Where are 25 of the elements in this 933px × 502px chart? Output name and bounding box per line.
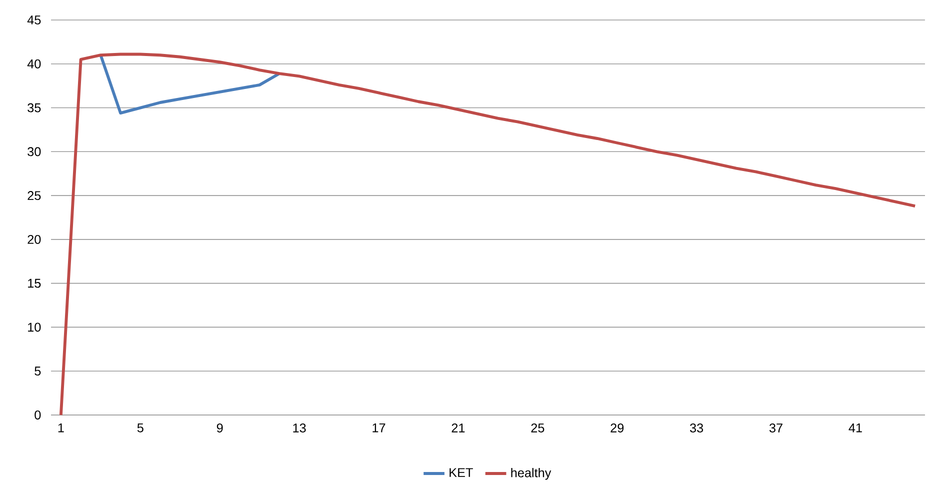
x-tick-label: 29 — [610, 423, 624, 432]
x-tick-label: 9 — [216, 423, 223, 432]
y-tick-label: 35 — [28, 103, 41, 112]
y-tick-label: 5 — [34, 366, 41, 376]
line-series — [59, 52, 917, 416]
x-tick-label: 25 — [531, 423, 544, 432]
x-tick-label: 41 — [848, 423, 862, 432]
x-tick-label: 1 — [58, 423, 64, 432]
x-tick-label: 33 — [690, 423, 704, 432]
x-tick-label: 13 — [293, 423, 306, 432]
x-tick-label: 21 — [452, 423, 465, 432]
y-tick-label: 30 — [28, 147, 41, 156]
x-tick-label: 17 — [372, 423, 386, 432]
y-tick-label: 25 — [28, 191, 41, 200]
legend-label: healthy — [511, 468, 552, 480]
x-tick-label: 37 — [769, 423, 782, 432]
y-tick-label: 10 — [28, 322, 41, 332]
x-tick-label: 5 — [137, 423, 144, 432]
y-tick-label: 40 — [27, 59, 41, 68]
line-series — [99, 54, 281, 115]
y-tick-label: 20 — [28, 234, 41, 244]
y-tick-label: 15 — [28, 278, 41, 288]
y-tick-label: 45 — [27, 16, 41, 24]
legend-label: KET — [450, 468, 473, 477]
y-tick-label: 0 — [34, 410, 41, 420]
